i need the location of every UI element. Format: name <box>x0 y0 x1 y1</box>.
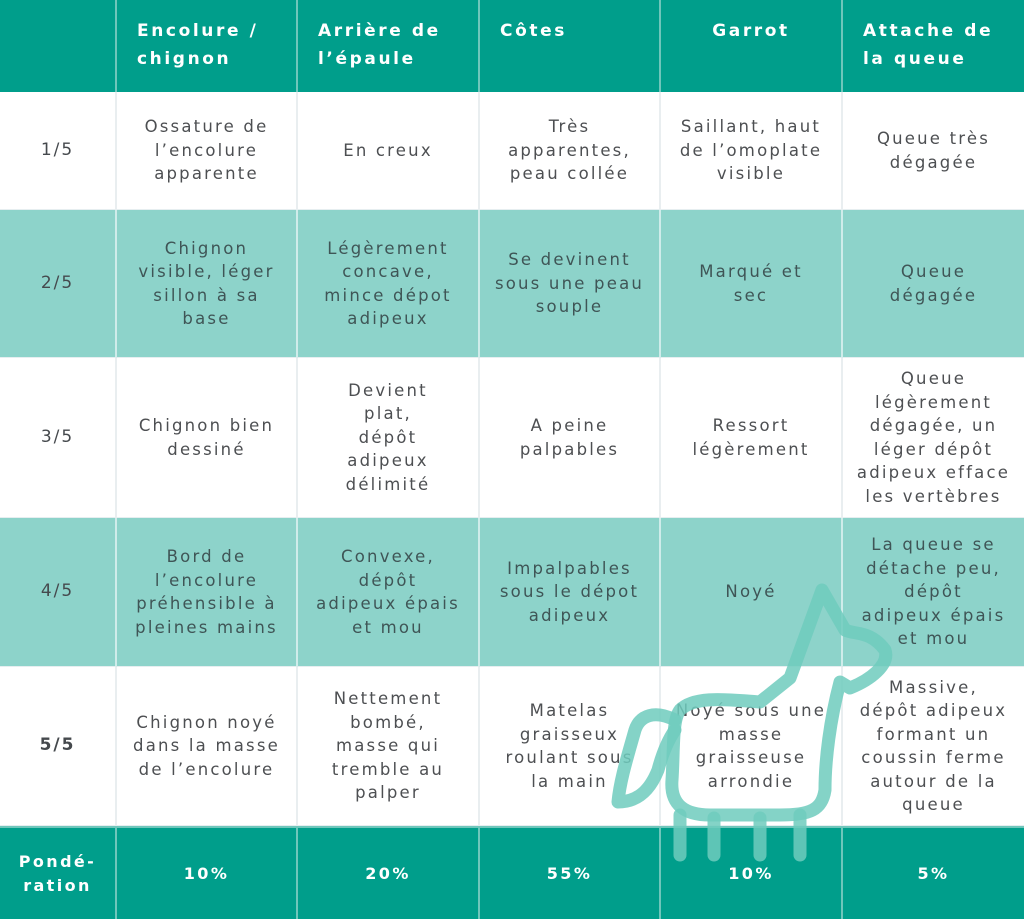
header-corner <box>0 0 117 92</box>
table-cell: Matelas graisseux roulant sous la main <box>480 667 661 826</box>
table-cell: La queue se détache peu, dépôt adipeux é… <box>843 518 1024 667</box>
header-queue: Attache de la queue <box>843 0 1024 92</box>
weight-value: 55% <box>480 826 661 919</box>
table-cell: Massive, dépôt adipeux formant un coussi… <box>843 667 1024 826</box>
footer-label: Pondé- ration <box>0 826 117 919</box>
table-cell: En creux <box>298 92 480 210</box>
table-cell: Noyé <box>661 518 843 667</box>
table-cell: Ressort légèrement <box>661 358 843 518</box>
weight-value: 10% <box>661 826 843 919</box>
row-label: 2/5 <box>0 210 117 358</box>
table-cell: Chignon visible, léger sillon à sa base <box>117 210 298 358</box>
table-cell: Chignon noyé dans la masse de l’encolure <box>117 667 298 826</box>
table-cell: A peine palpables <box>480 358 661 518</box>
header-encolure: Encolure / chignon <box>117 0 298 92</box>
row-label: 3/5 <box>0 358 117 518</box>
row-label: 4/5 <box>0 518 117 667</box>
table-cell: Queue dégagée <box>843 210 1024 358</box>
weight-value: 20% <box>298 826 480 919</box>
table-cell: Queue très dégagée <box>843 92 1024 210</box>
table-cell: Nettement bombé, masse qui tremble au pa… <box>298 667 480 826</box>
table-cell: Devient plat, dépôt adipeux délimité <box>298 358 480 518</box>
table-cell: Queue légèrement dégagée, un léger dépôt… <box>843 358 1024 518</box>
weight-value: 10% <box>117 826 298 919</box>
table-cell: Légèrement concave, mince dépot adipeux <box>298 210 480 358</box>
table-cell: Saillant, haut de l’omoplate visible <box>661 92 843 210</box>
table-cell: Ossature de l’encolure apparente <box>117 92 298 210</box>
table-cell: Chignon bien dessiné <box>117 358 298 518</box>
row-label: 5/5 <box>0 667 117 826</box>
header-epaule: Arrière de l’épaule <box>298 0 480 92</box>
weight-value: 5% <box>843 826 1024 919</box>
table-cell: Se devinent sous une peau souple <box>480 210 661 358</box>
header-garrot: Garrot <box>661 0 843 92</box>
table-cell: Marqué et sec <box>661 210 843 358</box>
table-cell: Convexe, dépôt adipeux épais et mou <box>298 518 480 667</box>
table-cell: Impalpables sous le dépot adipeux <box>480 518 661 667</box>
header-cotes: Côtes <box>480 0 661 92</box>
table-cell: Bord de l’encolure préhensible à pleines… <box>117 518 298 667</box>
table-cell: Noyé sous une masse graisseuse arrondie <box>661 667 843 826</box>
row-label: 1/5 <box>0 92 117 210</box>
table-cell: Très apparentes, peau collée <box>480 92 661 210</box>
